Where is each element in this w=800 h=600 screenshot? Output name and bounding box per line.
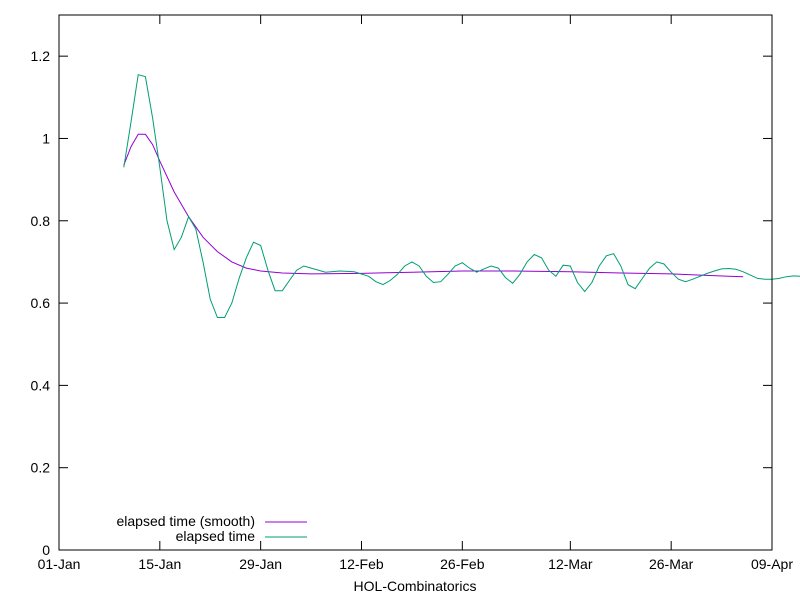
x-tick-label: 26-Feb <box>440 556 485 572</box>
x-tick-label: 12-Mar <box>548 556 593 572</box>
plot-border <box>58 14 773 551</box>
x-tick-label: 26-Mar <box>649 556 694 572</box>
series-line-smooth <box>123 133 744 278</box>
x-tick-label: 29-Jan <box>239 556 282 572</box>
series-layer <box>123 74 800 318</box>
y-tick-label: 1 <box>42 130 50 146</box>
legend: elapsed time (smooth) elapsed time <box>116 513 307 544</box>
legend-label-raw: elapsed time <box>176 528 256 544</box>
series-line-raw <box>123 74 800 318</box>
y-tick-label: 0.2 <box>31 460 51 476</box>
y-tick-label: 0 <box>42 542 50 558</box>
x-axis-ticks: 01-Jan 15-Jan 29-Jan 12-Feb 26-Feb 12-Mar 26-M… <box>38 15 793 572</box>
x-tick-label: 09-Apr <box>751 556 793 572</box>
y-tick-label: 0.4 <box>31 377 51 393</box>
legend-label-smooth: elapsed time (smooth) <box>116 513 255 529</box>
y-tick-label: 1.2 <box>31 48 51 64</box>
x-axis-label: HOL-Combinatorics <box>354 578 477 594</box>
x-tick-label: 12-Feb <box>339 556 384 572</box>
x-tick-label: 15-Jan <box>138 556 181 572</box>
x-tick-label: 01-Jan <box>38 556 81 572</box>
y-tick-label: 0.8 <box>31 213 51 229</box>
y-tick-label: 0.6 <box>31 295 51 311</box>
y-axis-ticks: 0 0.2 0.4 0.6 0.8 1 1.2 <box>31 48 772 558</box>
